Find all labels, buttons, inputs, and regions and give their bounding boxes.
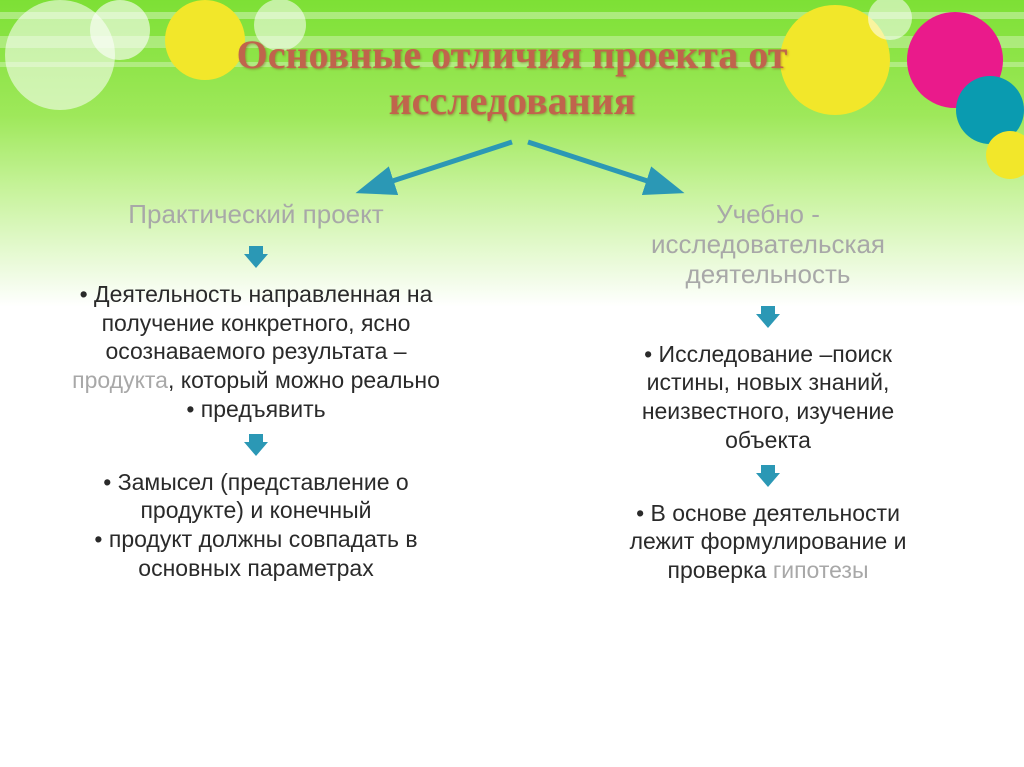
right-column: Учебно - исследовательская деятельность …: [512, 200, 1024, 591]
left-column: Практический проект Деятельность направл…: [0, 200, 512, 591]
right-block-2: В основе деятельности лежит формулирован…: [552, 499, 984, 585]
split-arrows: [340, 132, 700, 207]
down-arrow-icon: [242, 244, 270, 270]
text-line: Замысел (представление о: [40, 468, 472, 497]
text-line: основных параметрах: [138, 555, 373, 581]
text-line: продукт должны совпадать в: [40, 525, 472, 554]
slide-title: Основные отличия проекта от исследования: [0, 32, 1024, 124]
muted-word: продукта: [72, 367, 168, 393]
heading-line: Учебно -: [716, 199, 820, 229]
text-line: предъявить: [40, 395, 472, 424]
right-block-1: Исследование –поиск истины, новых знаний…: [552, 340, 984, 455]
left-block-2: Замысел (представление о продукте) и кон…: [40, 468, 472, 583]
title-line-1: Основные отличия проекта от: [237, 32, 788, 77]
down-arrow-icon: [754, 304, 782, 330]
down-arrow-icon: [242, 432, 270, 458]
left-heading: Практический проект: [40, 200, 472, 230]
text-line: Деятельность направленная на: [40, 280, 472, 309]
text-line: Исследование –поиск: [552, 340, 984, 369]
right-heading: Учебно - исследовательская деятельность: [552, 200, 984, 290]
text-line: истины, новых знаний,: [647, 369, 890, 395]
text-line: лежит формулирование и: [630, 528, 907, 554]
heading-line: деятельность: [686, 259, 851, 289]
title-line-2: исследования: [389, 78, 636, 123]
left-block-1: Деятельность направленная на получение к…: [40, 280, 472, 424]
text-line: В основе деятельности: [552, 499, 984, 528]
muted-word: гипотезы: [773, 557, 869, 583]
text-line: получение конкретного, ясно: [102, 310, 411, 336]
content-columns: Практический проект Деятельность направл…: [0, 200, 1024, 591]
text-line: объекта: [725, 427, 811, 453]
text-line: неизвестного, изучение: [642, 398, 894, 424]
text-line: , который можно реально: [168, 367, 440, 393]
down-arrow-icon: [754, 463, 782, 489]
text-line: продукте) и конечный: [140, 497, 371, 523]
text-line: осознаваемого результата –: [105, 338, 406, 364]
text-line: проверка: [668, 557, 773, 583]
heading-line: исследовательская: [651, 229, 885, 259]
